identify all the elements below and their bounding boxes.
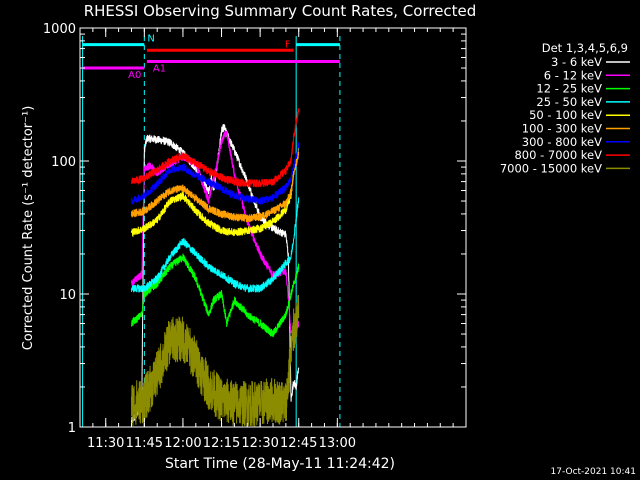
series-line — [131, 142, 300, 205]
x-tick-label: 12:45 — [280, 436, 317, 451]
series-lines — [131, 107, 300, 427]
x-tick-label: 12:15 — [203, 436, 240, 451]
series-line — [131, 253, 300, 338]
y-tick-label: 1 — [68, 421, 76, 436]
legend-label: 300 - 800 keV — [522, 135, 602, 149]
legend-label: 12 - 25 keV — [536, 82, 602, 96]
series-line — [131, 150, 300, 223]
series-line — [131, 197, 300, 293]
y-axis: 1 10 100 1000 — [43, 22, 466, 436]
legend-label: 800 - 7000 keV — [514, 148, 602, 162]
x-tick-label: 11:45 — [126, 436, 163, 451]
legend-label: 50 - 100 keV — [529, 108, 602, 122]
y-tick-label: 100 — [51, 155, 76, 170]
y-tick-label: 10 — [59, 288, 76, 303]
x-tick-label: 12:00 — [164, 436, 201, 451]
series-line — [131, 130, 300, 340]
observing-flags: N F A0 A1 — [82, 34, 340, 81]
flag-label: F — [285, 39, 291, 50]
vertical-markers — [82, 36, 341, 427]
legend-label: 25 - 50 keV — [536, 95, 602, 109]
y-tick-label: 1000 — [43, 22, 76, 37]
x-axis: 11:30 11:45 12:00 12:15 12:30 12:45 13:00 — [87, 28, 454, 451]
flag-label: A1 — [153, 63, 166, 74]
legend-title: Det 1,3,4,5,6,9 — [542, 41, 628, 55]
x-tick-label: 13:00 — [319, 436, 356, 451]
legend-label: 3 - 6 keV — [551, 55, 602, 69]
flag-label: N — [147, 34, 154, 45]
timestamp: 17-Oct-2021 10:41 — [551, 467, 636, 477]
legend-label: 7000 - 15000 keV — [500, 161, 602, 175]
series-line — [131, 107, 300, 188]
flag-label: A0 — [128, 70, 141, 81]
chart-title: RHESSI Observing Summary Count Rates, Co… — [84, 2, 477, 20]
x-tick-label: 11:30 — [87, 436, 124, 451]
legend-label: 100 - 300 keV — [522, 122, 602, 136]
x-tick-label: 12:30 — [241, 436, 278, 451]
series-line — [131, 147, 300, 238]
x-axis-label: Start Time (28-May-11 11:24:42) — [165, 456, 395, 472]
legend-label: 6 - 12 keV — [544, 68, 602, 82]
series-line — [131, 294, 300, 427]
y-axis-label: Corrected Count Rate (s⁻¹ detector⁻¹) — [21, 106, 36, 351]
